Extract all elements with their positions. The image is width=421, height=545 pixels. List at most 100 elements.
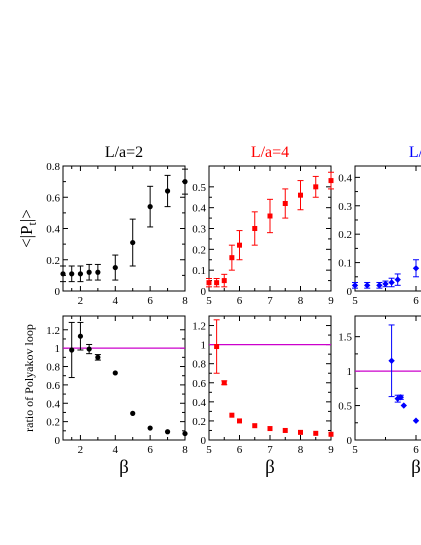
y-tick-label: 1.5	[338, 332, 352, 344]
series-points	[388, 324, 420, 424]
x-tick-label: 2	[78, 295, 84, 307]
y-tick-label: 0	[347, 435, 353, 447]
data-point	[86, 346, 92, 352]
y-tick-label: 0.8	[192, 359, 206, 371]
y-tick-label: 1	[55, 343, 61, 355]
data-point	[77, 271, 84, 277]
y-tick-label: 0.1	[338, 258, 352, 270]
y-tick-label: 0	[55, 435, 61, 447]
x-tick-label: 8	[298, 444, 304, 456]
y-tick-label: 0.3	[192, 224, 206, 236]
y-tick-label: 0.8	[46, 362, 60, 374]
data-point	[130, 410, 136, 416]
y-tick-label: 0.6	[46, 380, 60, 392]
series-points	[206, 171, 334, 288]
data-point	[206, 280, 212, 286]
data-point	[364, 282, 371, 289]
x-tick-label: 6	[237, 444, 243, 456]
data-point	[95, 269, 101, 275]
y-tick-label: 0.8	[46, 161, 60, 173]
x-tick-label: 8	[182, 295, 188, 307]
x-tick-label: 9	[328, 444, 334, 456]
y-tick-label: 0.5	[338, 401, 352, 413]
series-points	[213, 319, 334, 437]
data-point	[221, 380, 227, 386]
data-point	[388, 357, 395, 364]
x-tick-label: 5	[352, 444, 358, 456]
data-point	[221, 278, 227, 284]
x-axis-label: β	[411, 457, 421, 478]
x-tick-label: 6	[147, 295, 153, 307]
data-point	[282, 201, 288, 206]
y-tick-label: 1	[201, 340, 207, 352]
data-point	[95, 354, 101, 360]
data-point	[164, 429, 171, 435]
data-point	[412, 265, 420, 272]
data-point	[252, 226, 258, 231]
data-point	[182, 430, 188, 437]
data-point	[237, 242, 242, 248]
data-point	[214, 280, 220, 286]
plot-frame	[62, 315, 186, 441]
data-point	[400, 402, 407, 409]
x-tick-label: 8	[182, 444, 188, 456]
data-point	[282, 427, 288, 433]
x-axis-label: β	[119, 457, 129, 478]
x-tick-label: 8	[298, 295, 304, 307]
y-tick-label: 0.2	[192, 416, 206, 428]
data-point	[394, 276, 401, 283]
y-tick-label: 0.2	[192, 244, 206, 256]
y-tick-label: 0.4	[46, 224, 60, 236]
x-tick-label: 5	[206, 295, 212, 307]
y-axis-label: ratio of Polyakov loop	[22, 324, 36, 432]
x-tick-label: 4	[113, 295, 119, 307]
y-tick-label: 0.1	[192, 265, 206, 277]
data-point	[182, 179, 188, 185]
data-point	[147, 204, 153, 210]
chart-panel-2: 0 0.1 0.2 0.3 0.4 0.5 5 6 7 8 9 L/a=4	[192, 144, 334, 307]
y-tick-label: 0.4	[338, 172, 352, 184]
y-tick-label: 0	[55, 286, 61, 298]
series-points	[351, 259, 420, 289]
x-tick-label: 6	[413, 295, 419, 307]
x-axis-label: β	[265, 457, 275, 478]
y-tick-label: 1	[347, 366, 353, 378]
data-point	[69, 271, 75, 277]
data-point	[351, 282, 359, 289]
data-point	[86, 269, 92, 275]
panel-title: L/a=4	[251, 144, 289, 161]
series-points	[60, 168, 188, 283]
data-point	[237, 418, 242, 424]
chart-panel-1: 0 0.2 0.4 0.6 0.8 2 4 6 8 L/a=2 <|Pt|>	[17, 144, 188, 307]
data-point	[412, 417, 420, 424]
x-tick-label: 4	[113, 444, 119, 456]
y-tick-label: 0.6	[192, 378, 206, 390]
data-point	[267, 426, 273, 432]
plot-frame	[208, 315, 332, 441]
x-tick-label: 7	[267, 295, 273, 307]
data-point	[298, 429, 303, 435]
data-point	[60, 271, 66, 277]
series-points	[68, 321, 188, 437]
data-point	[382, 280, 389, 288]
plot-frame	[354, 315, 421, 441]
x-tick-label: 2	[78, 444, 84, 456]
data-point	[112, 264, 118, 271]
y-tick-label: 0	[347, 286, 353, 298]
y-tick-label: 0.3	[338, 201, 352, 213]
chart-panel-6: 00.511.5567β	[338, 315, 421, 478]
data-point	[267, 213, 273, 219]
x-tick-label: 6	[413, 444, 419, 456]
y-tick-label: 1.2	[46, 325, 60, 337]
data-point	[214, 344, 220, 350]
data-point	[229, 255, 235, 261]
panel-title: L/	[409, 144, 421, 161]
data-point	[397, 394, 404, 401]
y-tick-label: 0.4	[192, 397, 206, 409]
x-tick-label: 5	[206, 444, 212, 456]
data-point	[252, 423, 258, 429]
y-tick-label: 0.4	[46, 398, 60, 410]
data-point	[328, 178, 334, 184]
data-point	[229, 412, 235, 418]
